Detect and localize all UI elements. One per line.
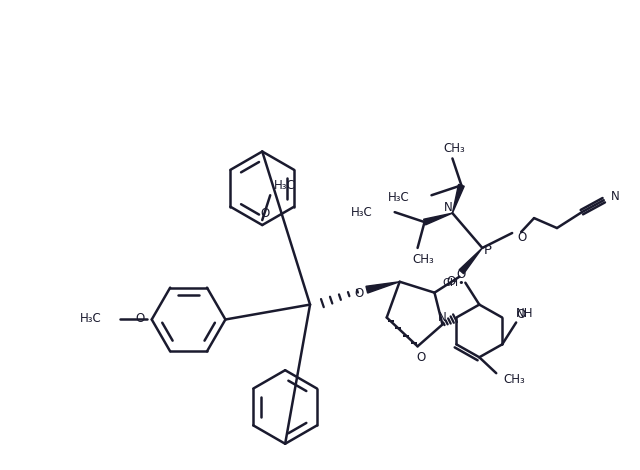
Text: N: N — [444, 201, 453, 214]
Text: O: O — [447, 275, 456, 288]
Polygon shape — [366, 282, 399, 293]
Text: H₃C: H₃C — [80, 312, 102, 325]
Text: CH₃: CH₃ — [413, 253, 435, 266]
Text: O: O — [517, 232, 526, 244]
Text: NH: NH — [516, 307, 534, 320]
Text: N: N — [438, 311, 447, 324]
Text: O: O — [354, 287, 364, 300]
Text: CH₃: CH₃ — [444, 142, 465, 155]
Polygon shape — [452, 184, 464, 213]
Text: O: O — [457, 268, 466, 281]
Text: H₃C: H₃C — [388, 191, 410, 204]
Polygon shape — [459, 248, 483, 274]
Polygon shape — [424, 213, 452, 225]
Text: O: O — [416, 351, 425, 364]
Text: O: O — [260, 207, 270, 219]
Text: O: O — [516, 308, 525, 321]
Text: P: P — [483, 244, 492, 258]
Text: CH•: CH• — [442, 278, 465, 288]
Text: O: O — [135, 312, 145, 325]
Text: H₃C: H₃C — [274, 179, 296, 192]
Text: H₃C: H₃C — [351, 206, 372, 219]
Text: N: N — [611, 190, 620, 203]
Text: CH₃: CH₃ — [503, 373, 525, 386]
